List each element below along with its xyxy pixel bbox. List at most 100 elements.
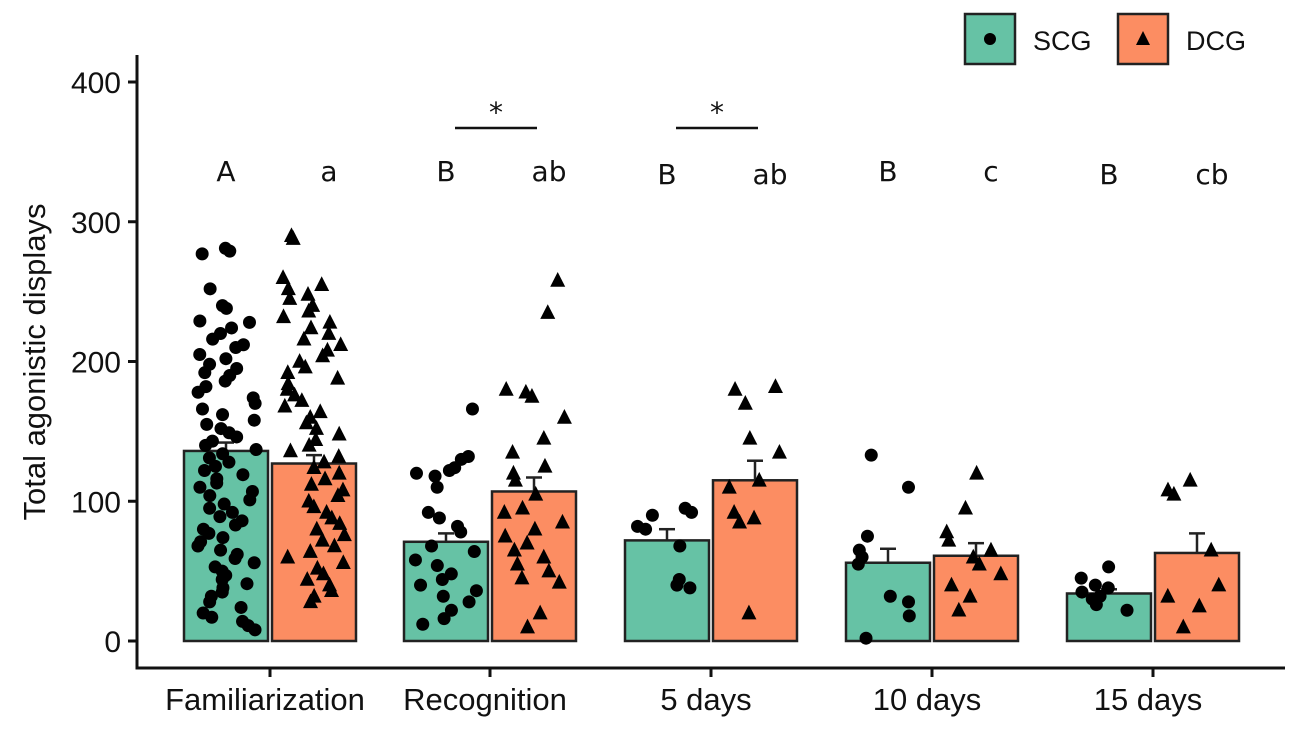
data-point-scg — [1074, 571, 1088, 585]
data-point-scg — [200, 417, 214, 431]
data-point-scg — [205, 610, 219, 624]
data-point-dcg — [746, 509, 762, 525]
data-point-scg — [248, 623, 262, 637]
data-point-scg — [198, 366, 212, 380]
data-point-dcg — [541, 562, 557, 578]
data-point-scg — [437, 612, 451, 626]
data-point-dcg — [939, 523, 955, 539]
data-point-dcg — [1203, 541, 1219, 557]
bar-scg-5-days — [623, 539, 711, 643]
data-point-dcg — [280, 364, 296, 379]
data-point-dcg — [540, 304, 556, 319]
legend-label-scg: SCG — [1033, 26, 1092, 56]
data-point-dcg — [294, 392, 310, 407]
y-tick-label-400: 400 — [71, 67, 121, 100]
data-point-scg — [454, 525, 468, 539]
group-letter-dcg-4: cb — [1195, 158, 1228, 191]
data-point-dcg — [737, 395, 753, 410]
data-point-scg — [193, 348, 207, 362]
data-point-scg — [1101, 581, 1115, 595]
data-point-dcg — [771, 443, 787, 459]
data-point-dcg — [993, 565, 1009, 581]
data-point-scg — [860, 529, 874, 543]
data-point-dcg — [298, 414, 314, 430]
data-point-scg — [248, 396, 262, 410]
data-point-dcg — [301, 436, 317, 452]
legend: SCG DCG — [963, 12, 1246, 66]
error-bars-layer — [218, 441, 1205, 594]
data-point-dcg — [732, 513, 748, 529]
data-point-scg — [864, 448, 878, 462]
data-point-scg — [902, 595, 916, 609]
data-point-dcg — [496, 504, 512, 519]
data-point-scg — [203, 595, 217, 609]
data-point-dcg — [333, 336, 349, 352]
data-point-dcg — [279, 381, 295, 396]
data-point-dcg — [497, 527, 513, 543]
data-point-scg — [243, 493, 257, 507]
data-point-dcg — [550, 272, 566, 287]
data-point-dcg — [721, 478, 737, 494]
data-point-scg — [462, 595, 476, 609]
group-letter-dcg-2: ab — [753, 158, 788, 191]
data-point-scg — [851, 557, 865, 571]
data-point-dcg — [537, 457, 553, 473]
data-point-scg — [414, 578, 428, 592]
data-point-scg — [859, 631, 873, 645]
data-point-scg — [421, 505, 435, 519]
data-point-scg — [247, 413, 261, 427]
x-tick-label-10-days: 10 days — [873, 682, 982, 717]
x-tick-label-familiarization: Familiarization — [165, 682, 365, 717]
data-point-scg — [198, 464, 212, 478]
data-point-scg — [673, 539, 687, 553]
data-point-dcg — [509, 555, 525, 571]
data-point-scg — [249, 443, 263, 457]
significance-marker-2: * — [710, 96, 724, 129]
data-point-dcg — [312, 403, 328, 419]
data-point-dcg — [332, 515, 348, 530]
data-point-scg — [228, 518, 242, 532]
x-tick-label-recognition: Recognition — [403, 682, 567, 717]
points-layer — [191, 227, 1227, 645]
data-point-scg — [202, 526, 216, 540]
data-point-scg — [216, 531, 230, 545]
data-point-dcg — [326, 537, 342, 553]
group-letter-scg-0: A — [216, 155, 235, 188]
data-point-dcg — [322, 313, 338, 329]
data-point-dcg — [524, 388, 540, 403]
y-tick-label-200: 200 — [71, 347, 121, 380]
data-point-scg — [230, 430, 244, 444]
data-point-dcg — [515, 499, 531, 515]
data-point-scg — [1102, 560, 1116, 574]
data-point-scg — [685, 505, 699, 519]
data-point-scg — [217, 497, 231, 511]
data-point-dcg — [276, 308, 292, 324]
data-point-scg — [222, 455, 236, 469]
data-point-scg — [425, 539, 439, 553]
data-point-dcg — [331, 464, 347, 480]
data-point-dcg — [315, 565, 331, 581]
data-point-scg — [1075, 585, 1089, 599]
data-point-scg — [683, 581, 697, 595]
y-tick-label-100: 100 — [71, 486, 121, 519]
group-letter-dcg-0: a — [320, 155, 337, 188]
group-letter-scg-3: B — [878, 155, 897, 188]
data-point-dcg — [1182, 471, 1198, 487]
data-point-scg — [210, 476, 224, 490]
data-point-scg — [670, 578, 684, 592]
data-point-scg — [215, 585, 229, 599]
data-point-scg — [203, 501, 217, 515]
data-point-scg — [444, 603, 458, 617]
data-point-dcg — [314, 531, 330, 547]
data-point-dcg — [527, 520, 543, 536]
data-point-dcg — [321, 325, 337, 340]
data-point-scg — [236, 468, 250, 482]
data-point-scg — [203, 282, 217, 296]
data-point-scg — [195, 402, 209, 416]
data-point-scg — [219, 301, 233, 315]
group-letter-dcg-1: ab — [532, 155, 567, 188]
data-point-dcg — [331, 425, 347, 441]
data-point-dcg — [519, 534, 535, 550]
data-point-dcg — [331, 448, 347, 463]
